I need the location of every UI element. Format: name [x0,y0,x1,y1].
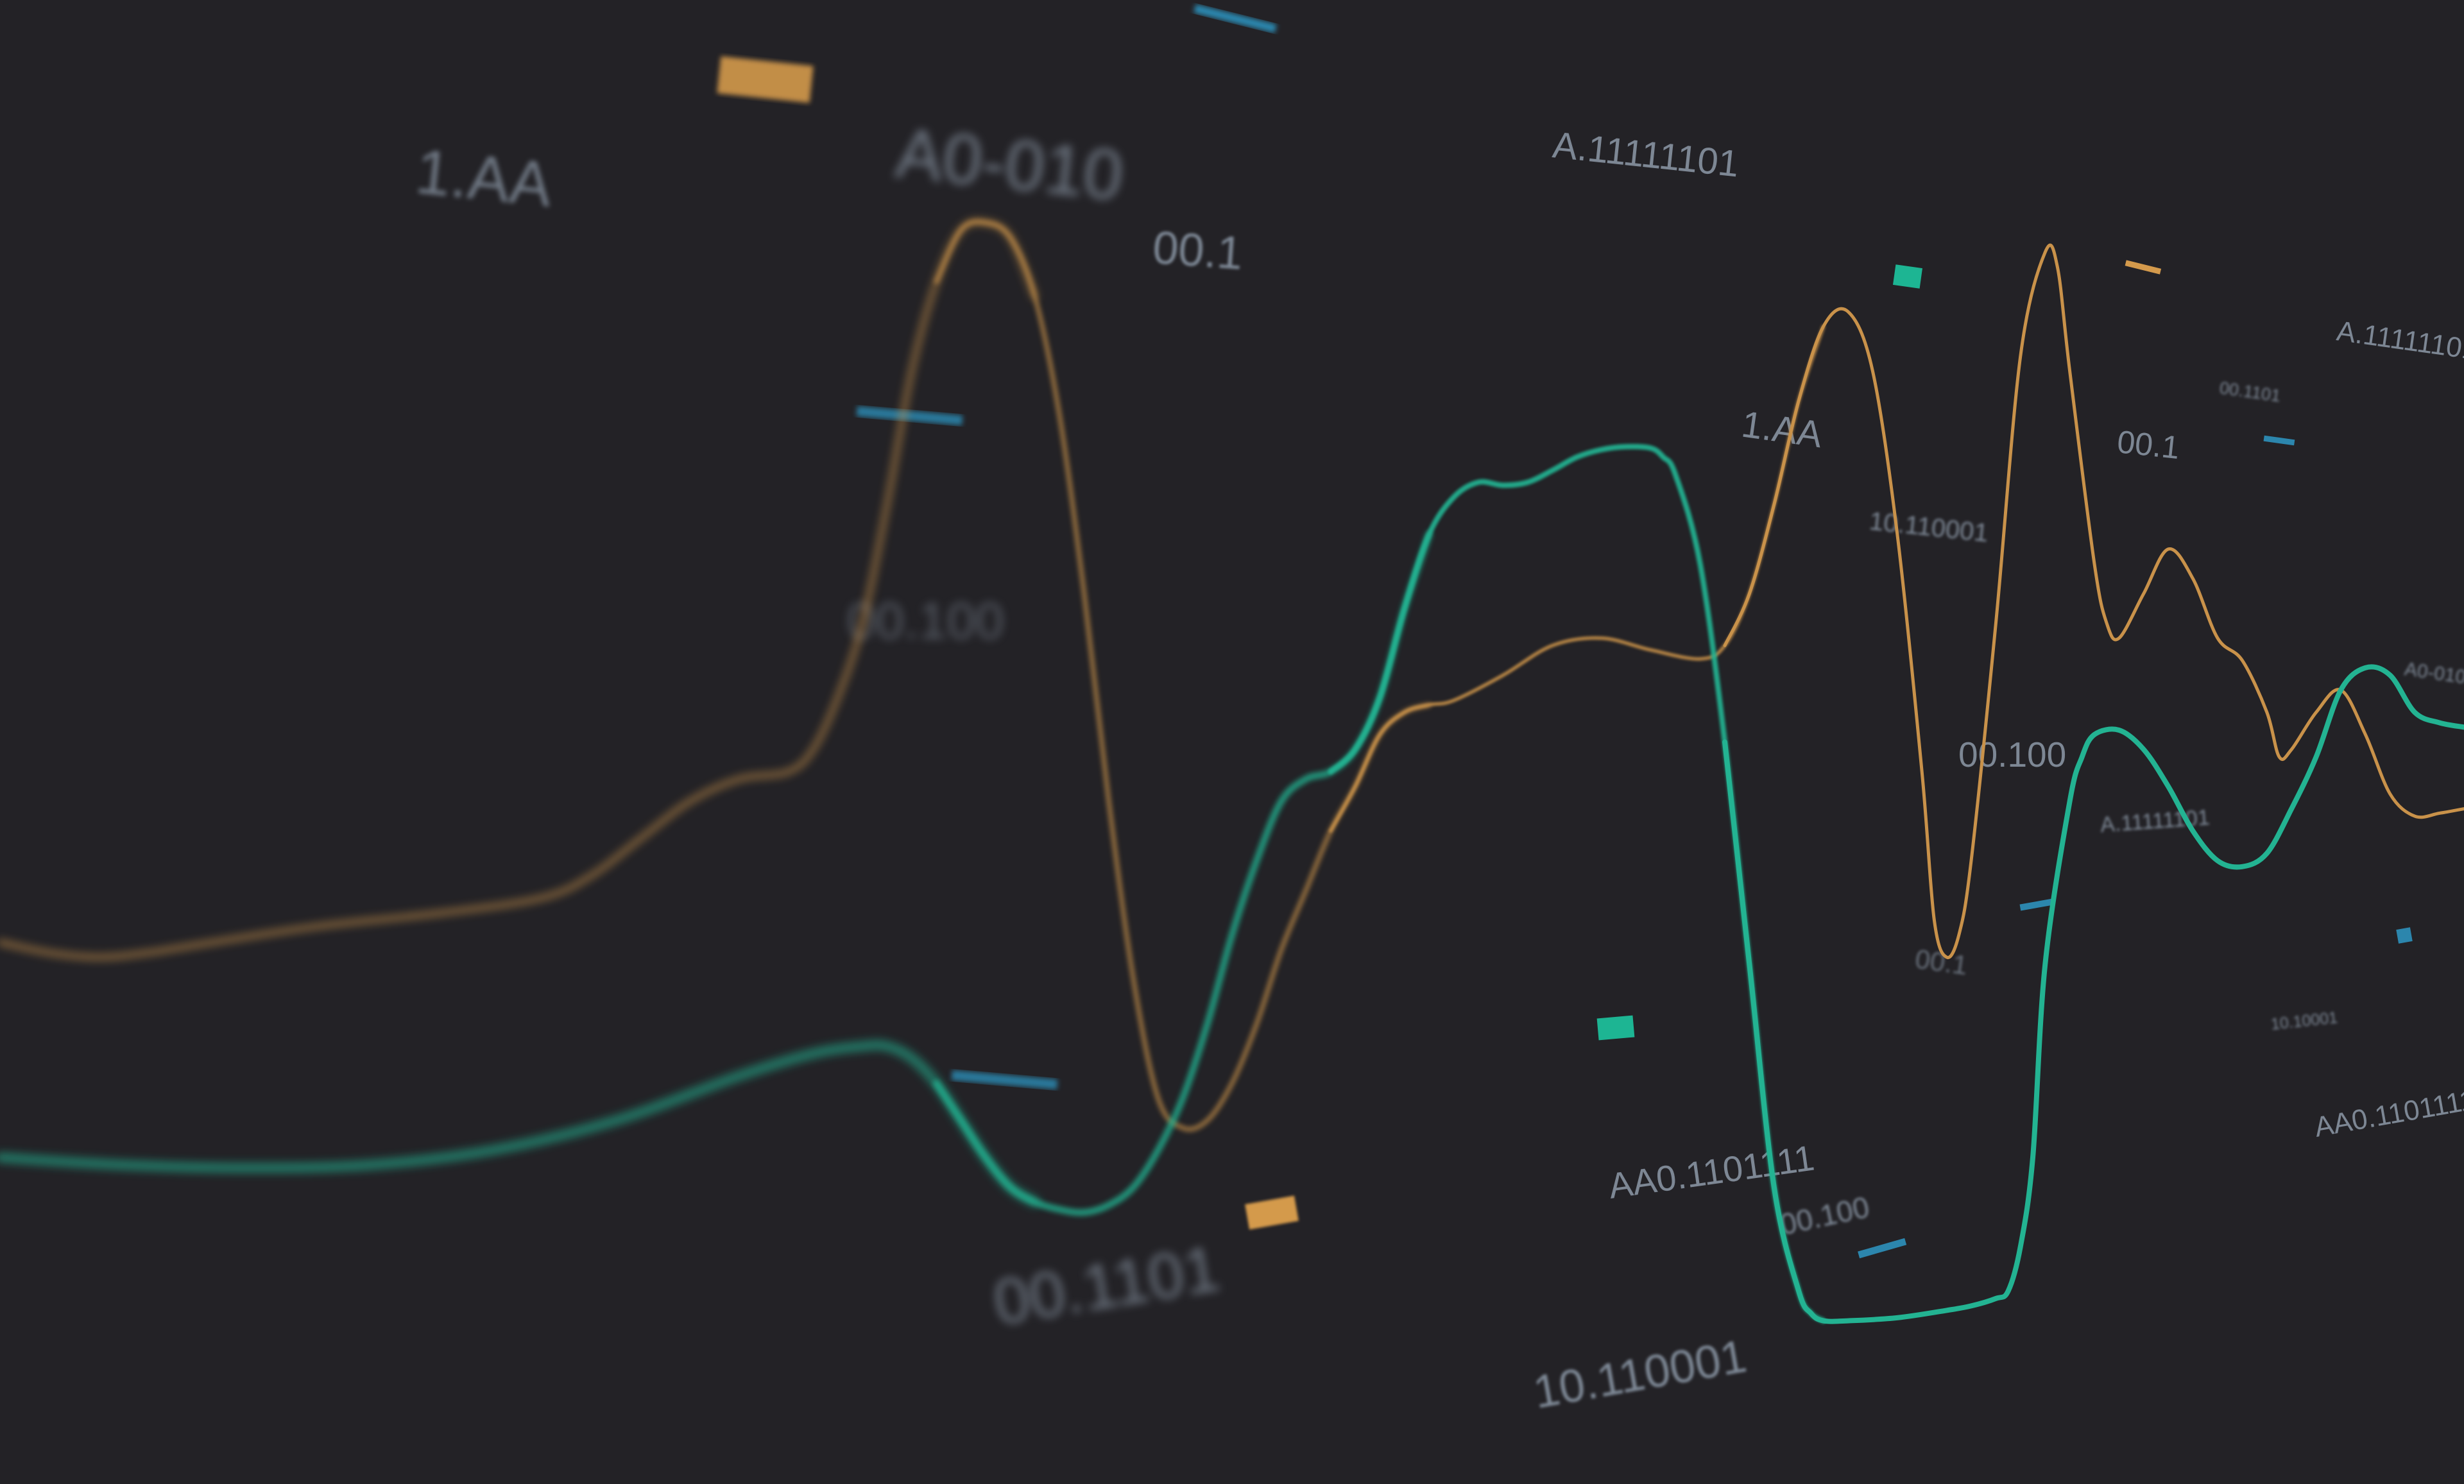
blue-marker [2263,435,2295,446]
value-label: 1.AA [413,135,556,220]
orange-series-line [1723,243,2464,959]
value-label: 00.100 [847,592,1004,649]
value-label: 00.1 [2116,423,2182,466]
blue-marker [1194,4,1277,33]
marker-layer [717,4,2413,1259]
blue-marker [2396,927,2413,944]
teal-series-line [1722,664,2464,1324]
series-layer [0,218,2464,1324]
blue-marker [2019,898,2054,911]
blue-marker [856,405,963,426]
orange-marker [1245,1195,1299,1230]
value-label: 00.1 [1151,222,1244,280]
value-label: 00.100 [1958,735,2066,774]
orange-marker [2125,260,2162,275]
teal-marker [1596,1015,1635,1041]
blue-marker [951,1070,1058,1090]
orange-marker [717,56,814,103]
blue-marker [1858,1238,1907,1259]
orange-series-line [0,218,1038,960]
teal-marker [1892,264,1923,289]
